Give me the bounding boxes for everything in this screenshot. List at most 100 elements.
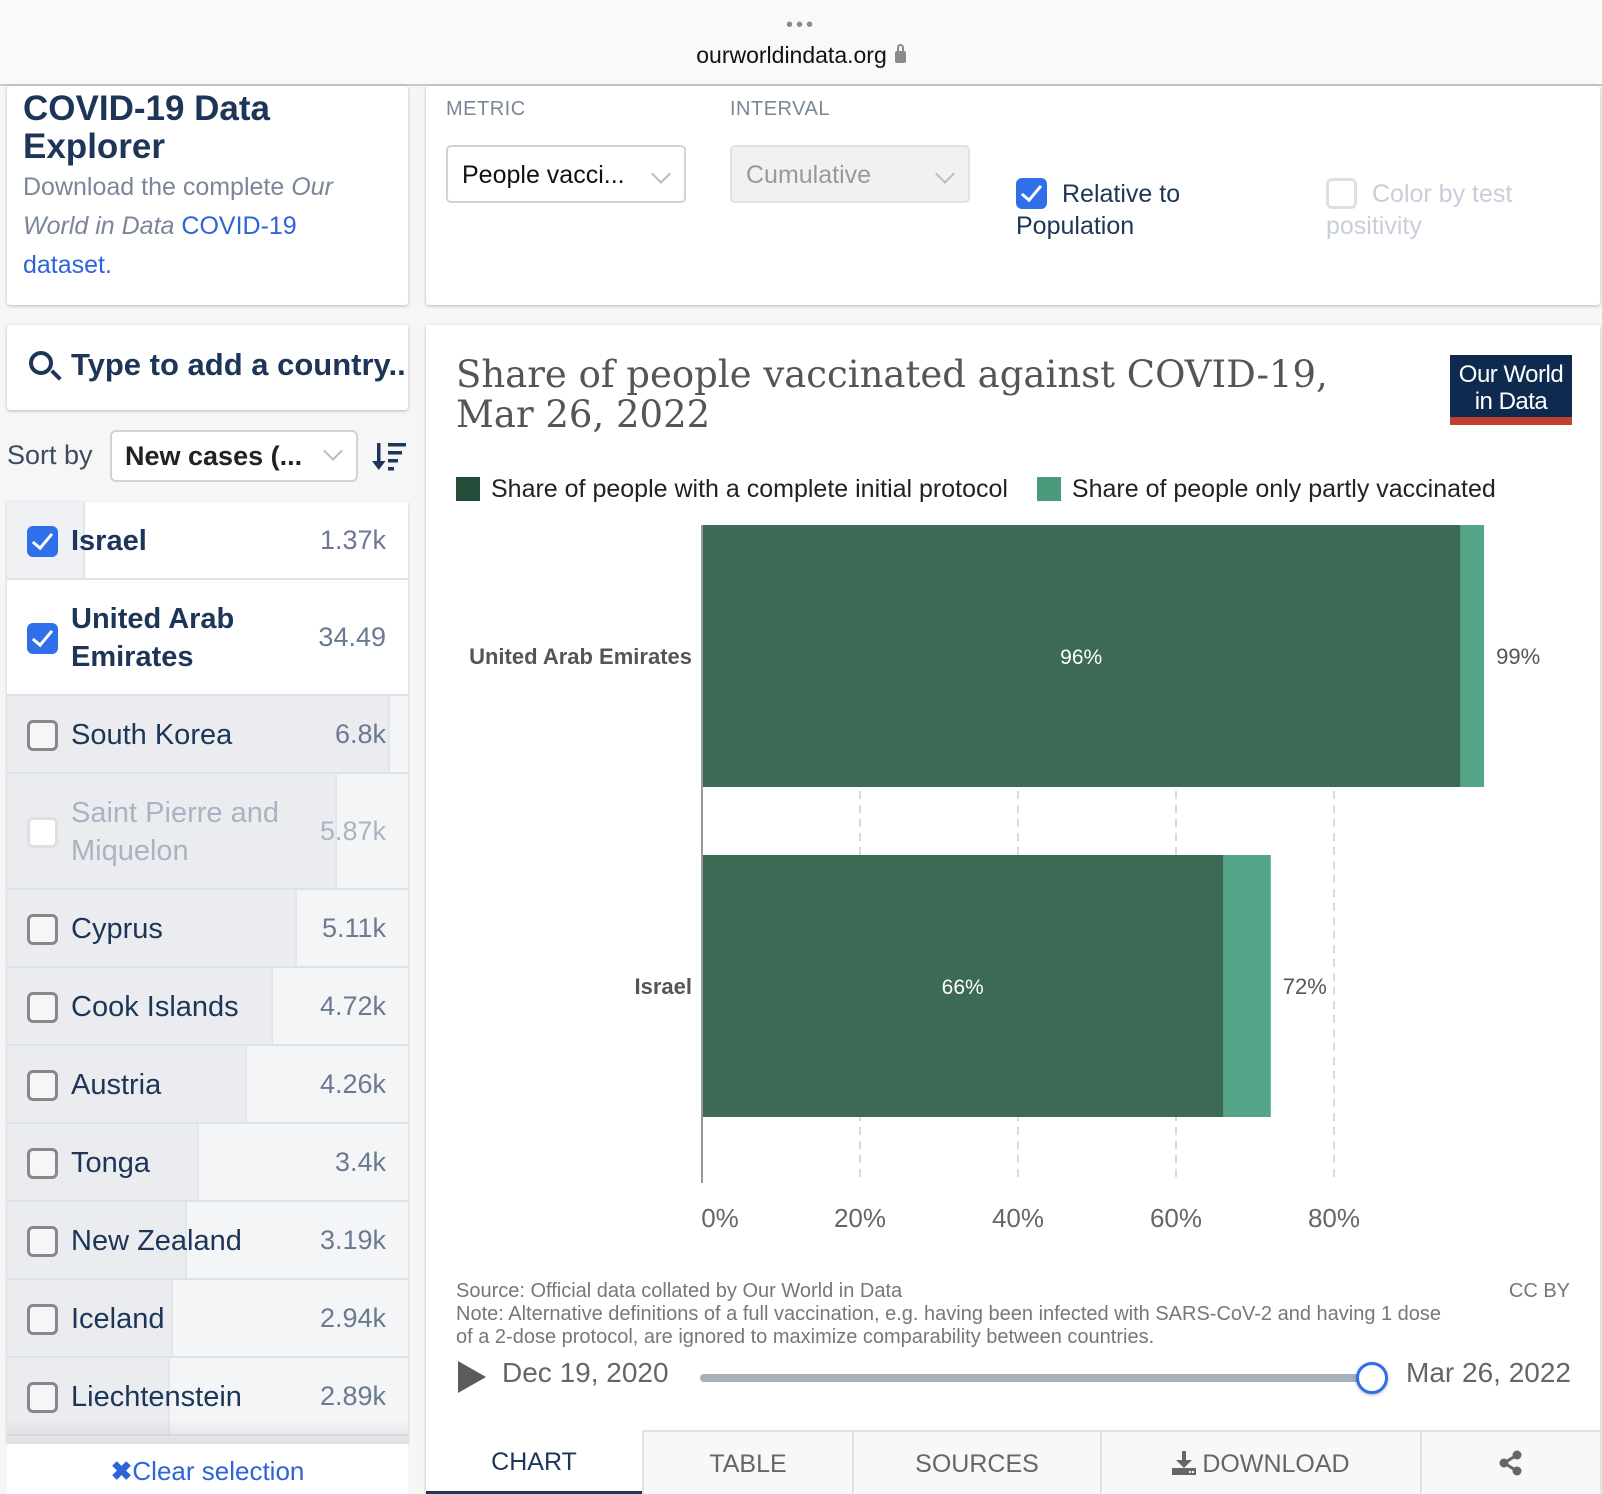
source-text[interactable]: Source: Official data collated by Our Wo… — [456, 1280, 903, 1302]
country-name: Austria — [71, 1069, 162, 1101]
checkbox-unchecked-icon[interactable] — [27, 1225, 58, 1257]
interval-label: INTERVAL — [730, 98, 830, 120]
search-input[interactable]: Type to add a country.. — [71, 347, 406, 382]
timeline-end-date: Mar 26, 2022 — [1406, 1357, 1571, 1388]
country-name: United Arab Emirates — [71, 600, 234, 676]
country-list-item[interactable]: United Arab Emirates 34.49 — [7, 580, 408, 696]
relative-label-line1: Relative to — [1062, 180, 1181, 208]
tab-label: TABLE — [709, 1450, 787, 1478]
license-label[interactable]: CC BY — [1508, 1280, 1570, 1302]
country-list[interactable]: Israel 1.37k United Arab Emirates 34.49 South… — [7, 502, 408, 1444]
tab-chart[interactable]: CHART — [426, 1430, 642, 1494]
controls-panel: METRIC People vacci... INTERVAL Cumulati… — [426, 86, 1600, 305]
country-search[interactable]: Type to add a country.. — [7, 325, 408, 410]
x-tick-label: 80% — [1308, 1203, 1360, 1233]
sort-select-value: New cases (... — [125, 441, 303, 471]
country-list-item[interactable]: Cook Islands 4.72k — [7, 968, 408, 1046]
metric-select-value: People vacci... — [462, 161, 625, 189]
bar-value-label: 96% — [1060, 646, 1102, 669]
chart-card: Share of people vaccinated against COVID… — [426, 325, 1600, 1494]
intro-description: Download the complete Our World in Data … — [23, 168, 392, 285]
tab-sources[interactable]: SOURCES — [852, 1430, 1100, 1494]
country-value: 34.49 — [318, 622, 386, 652]
country-list-item[interactable]: South Korea 6.8k — [7, 696, 408, 774]
tab-label: SOURCES — [915, 1450, 1039, 1478]
checkbox-unchecked-icon[interactable] — [27, 913, 58, 945]
interval-select-value: Cumulative — [746, 161, 872, 189]
country-name-line2: Emirates — [71, 641, 194, 673]
intro-card: COVID-19 Data Explorer Download the comp… — [7, 86, 408, 305]
checkbox-unchecked-icon[interactable] — [27, 1147, 58, 1179]
checkbox-unchecked-icon[interactable] — [1326, 178, 1357, 209]
timeline-slider-handle[interactable] — [1356, 1362, 1388, 1394]
logo-line1: Our World — [1458, 361, 1564, 388]
tab-download[interactable]: DOWNLOAD — [1100, 1430, 1420, 1494]
country-name: Saint Pierre and Miquelon — [71, 794, 279, 870]
tab-share[interactable] — [1420, 1430, 1600, 1494]
value-bar — [7, 774, 337, 888]
bar-total-label: 99% — [1496, 644, 1540, 669]
legend-item-complete[interactable]: Share of people with a complete initial … — [456, 475, 1008, 503]
checkbox-checked-icon[interactable] — [1016, 178, 1047, 209]
country-list-item[interactable]: Israel 1.37k — [7, 502, 408, 580]
country-list-item[interactable]: Cyprus 5.11k — [7, 890, 408, 968]
bar-total-label: 72% — [1283, 974, 1327, 999]
x-tick-label: 40% — [992, 1203, 1044, 1233]
tab-label: CHART — [491, 1448, 577, 1476]
country-value: 5.87k — [319, 816, 386, 846]
bar-value-label: 66% — [942, 976, 984, 999]
country-name-line1: Saint Pierre and — [71, 797, 279, 829]
metric-label: METRIC — [446, 98, 526, 120]
close-icon: ✖ — [110, 1456, 133, 1486]
legend-swatch — [1036, 477, 1061, 501]
country-value: 2.94k — [319, 1303, 386, 1333]
checkbox-unchecked-icon[interactable] — [27, 1381, 58, 1413]
chart-source: Source: Official data collated by Our Wo… — [456, 1280, 1456, 1349]
country-value: 1.37k — [319, 525, 386, 555]
legend-swatch — [456, 477, 480, 501]
country-value: 3.19k — [319, 1225, 386, 1255]
country-list-item[interactable]: Saint Pierre and Miquelon 5.87k — [7, 774, 408, 890]
clear-selection-button[interactable]: ✖Clear selection — [7, 1444, 408, 1494]
relative-to-population-toggle[interactable]: Relative to Population — [1016, 178, 1180, 242]
country-name: New Zealand — [71, 1225, 242, 1257]
checkbox-checked-icon[interactable] — [27, 622, 58, 654]
relative-label-line2: Population — [1016, 212, 1135, 240]
download-icon — [1172, 1451, 1197, 1475]
bar-chart: 0% 20% 40% 60% 80% 96% 99% United Arab Emirates… — [469, 525, 1540, 1233]
metric-select[interactable]: People vacci... — [446, 145, 686, 203]
checkbox-unchecked-icon[interactable] — [27, 816, 58, 848]
url-text: ourworldindata.org — [696, 42, 887, 68]
country-list-item[interactable]: Tonga 3.4k — [7, 1124, 408, 1202]
note-text: Note: Alternative definitions of a full … — [456, 1303, 1442, 1348]
chart-legend: Share of people with a complete initial … — [456, 475, 1518, 504]
sort-descending-icon[interactable] — [372, 441, 408, 471]
country-list-item[interactable]: Iceland 2.94k — [7, 1280, 408, 1358]
tab-table[interactable]: TABLE — [642, 1430, 852, 1494]
legend-item-partial[interactable]: Share of people only partly vaccinated — [1036, 475, 1496, 503]
intro-desc-italic: Our World in Data — [23, 173, 333, 240]
country-value: 6.8k — [334, 719, 386, 749]
legend-label: Share of people only partly vaccinated — [1071, 475, 1496, 503]
checkbox-unchecked-icon[interactable] — [27, 719, 58, 751]
checkbox-unchecked-icon[interactable] — [27, 1069, 58, 1101]
intro-desc-text: Download the complete — [23, 173, 292, 201]
color-by-test-positivity-toggle[interactable]: Color by test positivity — [1326, 178, 1512, 242]
sort-select[interactable]: New cases (... — [110, 430, 358, 482]
owid-logo[interactable]: Our World in Data — [1450, 355, 1572, 425]
checkbox-unchecked-icon[interactable] — [27, 991, 58, 1023]
dataset-link[interactable]: COVID-19 dataset. — [23, 212, 297, 279]
country-list-item[interactable]: Liechtenstein 2.89k — [7, 1358, 408, 1436]
interval-select[interactable]: Cumulative — [730, 145, 970, 203]
value-bar — [7, 1046, 247, 1122]
country-list-item[interactable]: New Zealand 3.19k — [7, 1202, 408, 1280]
checkbox-checked-icon[interactable] — [27, 525, 58, 557]
url-display[interactable]: ourworldindata.org — [0, 42, 1602, 69]
chevron-down-icon — [323, 441, 343, 461]
timeline-slider-track[interactable] — [700, 1374, 1370, 1382]
checkbox-unchecked-icon[interactable] — [27, 1303, 58, 1335]
play-icon[interactable] — [458, 1361, 486, 1393]
country-value: 4.72k — [319, 991, 386, 1021]
country-list-item[interactable]: Austria 4.26k — [7, 1046, 408, 1124]
browser-menu-dots[interactable]: ••• — [785, 14, 816, 36]
